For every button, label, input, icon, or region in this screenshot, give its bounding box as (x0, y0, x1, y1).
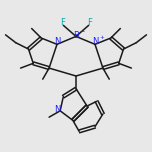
Text: +: + (99, 35, 104, 40)
Text: F: F (87, 18, 92, 28)
Text: B: B (73, 31, 79, 40)
Text: N: N (92, 37, 98, 46)
Text: −: − (79, 28, 85, 33)
Text: N: N (54, 37, 60, 46)
Text: N: N (54, 105, 60, 114)
Text: F: F (60, 18, 65, 28)
